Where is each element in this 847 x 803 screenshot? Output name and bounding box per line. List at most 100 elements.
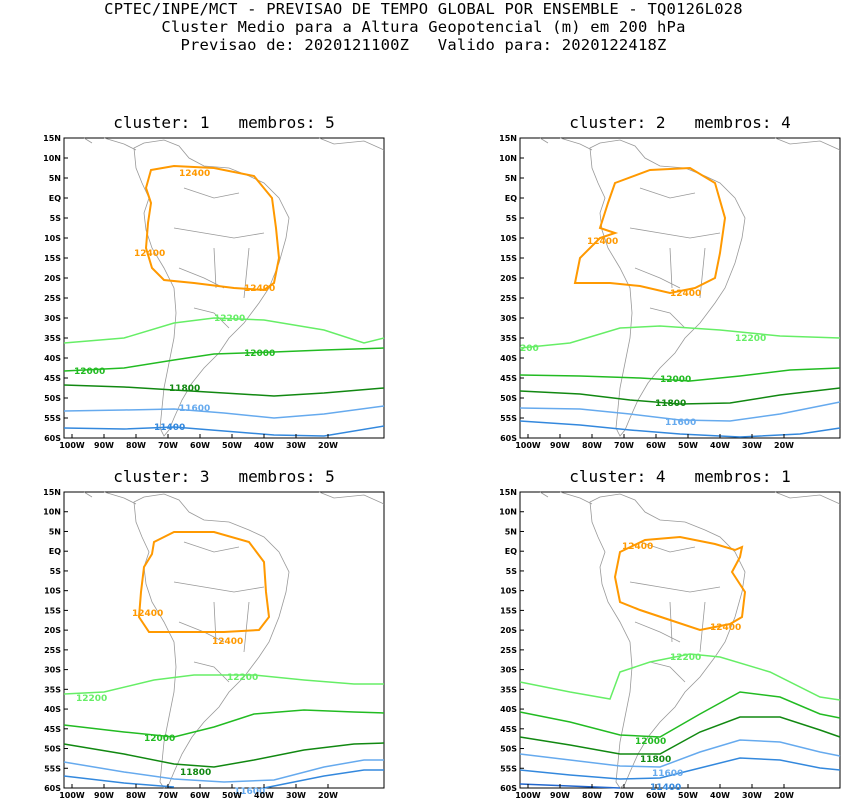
- contour-label: 11600: [665, 418, 696, 428]
- contour-12400: [137, 531, 271, 633]
- map-frame: 12400 12400 12400 12200 12000 12000 1180…: [63, 137, 385, 439]
- lon-tick-label: 70W: [614, 791, 634, 800]
- contour-label: 11600: [234, 787, 265, 797]
- lon-tick-label: 60W: [190, 441, 210, 450]
- lat-tick-label: 20S: [44, 274, 61, 283]
- contour-11400: [63, 425, 385, 437]
- lat-tick-label: 35S: [500, 334, 517, 343]
- lat-tick-label: 15S: [500, 606, 517, 615]
- contour-label: 12400: [710, 623, 741, 633]
- contour-label: 12400: [132, 609, 163, 619]
- contour-12400: [573, 166, 727, 295]
- lat-axis: 15N 10N 5N EQ 5S 10S 15S 20S 25S 30S 35S 40S 45S 50S 5…: [499, 134, 524, 443]
- lat-tick-label: 25S: [44, 646, 61, 655]
- header-line-1: CPTEC/INPE/MCT - PREVISAO DE TEMPO GLOBA…: [104, 0, 743, 18]
- lat-tick-label: 15N: [499, 134, 517, 143]
- lon-tick-label: 90W: [550, 791, 570, 800]
- contour-11600: [63, 405, 385, 419]
- contour-12000: [519, 691, 841, 738]
- contour-11400: [63, 769, 384, 789]
- contour-label: 12400: [622, 542, 653, 552]
- contour-12400: [613, 535, 747, 632]
- contour-11800: [63, 384, 385, 397]
- contour-11800: [63, 742, 385, 768]
- contour-11400: [519, 757, 841, 780]
- lon-tick-label: 70W: [158, 791, 178, 800]
- lat-tick-label: 35S: [500, 685, 517, 694]
- lat-tick-label: 60S: [44, 434, 61, 443]
- lon-tick-label: 40W: [710, 441, 730, 450]
- lat-tick-label: 60S: [500, 784, 517, 793]
- lon-tick-label: 40W: [710, 791, 730, 800]
- lon-tick-label: 100W: [59, 441, 85, 450]
- contour-label: 12400: [179, 169, 210, 179]
- lon-tick-label: 70W: [614, 441, 634, 450]
- contour-12200: [519, 325, 841, 349]
- lat-tick-label: 50S: [500, 394, 517, 403]
- contour-12200: [519, 653, 841, 701]
- lat-tick-label: 45S: [500, 374, 517, 383]
- contour-12200: [63, 317, 385, 344]
- lat-tick-label: 20S: [500, 274, 517, 283]
- lat-tick-label: 5S: [506, 567, 518, 576]
- lat-tick-label: 30S: [44, 666, 61, 675]
- lat-tick-label: 15S: [44, 254, 61, 263]
- lat-tick-label: EQ: [49, 547, 61, 556]
- lon-tick-label: 100W: [59, 791, 85, 800]
- lat-tick-label: 45S: [500, 725, 517, 734]
- contour-label: 11800: [640, 755, 671, 765]
- lon-tick-label: 30W: [286, 791, 306, 800]
- contour-label: 12200: [227, 673, 258, 683]
- contour-label: 12200: [214, 314, 245, 324]
- contour-12000: [63, 709, 385, 738]
- lat-tick-label: 10S: [500, 587, 517, 596]
- lon-axis: 100W 90W 80W 70W 60W 50W 40W 30W 20W: [59, 434, 338, 450]
- map-panel-4: 12400 12400 12200 12000 11800 11600 1140…: [499, 488, 841, 800]
- panel-1-title: cluster: 1 membros: 5: [113, 113, 335, 132]
- lat-tick-label: 15N: [499, 488, 517, 497]
- lat-tick-label: 25S: [44, 294, 61, 303]
- lon-tick-label: 90W: [94, 441, 114, 450]
- lon-tick-label: 50W: [222, 791, 242, 800]
- lat-tick-label: 50S: [44, 394, 61, 403]
- lon-tick-label: 20W: [318, 441, 338, 450]
- lon-tick-label: 80W: [126, 441, 146, 450]
- lon-tick-label: 20W: [774, 791, 794, 800]
- lat-tick-label: 5N: [49, 174, 61, 183]
- contour-label: 12000: [144, 734, 175, 744]
- contour-label: 12400: [670, 289, 701, 299]
- lat-tick-label: 10N: [499, 508, 517, 517]
- contour-12000: [519, 367, 841, 382]
- lon-tick-label: 100W: [515, 791, 541, 800]
- lat-tick-label: 5S: [50, 567, 62, 576]
- lat-tick-label: 45S: [44, 725, 61, 734]
- lat-axis: 15N 10N 5N EQ 5S 10S 15S 20S 25S 30S 35S 40S 45S 50S 5…: [43, 134, 68, 443]
- lon-tick-label: 40W: [254, 441, 274, 450]
- lon-tick-label: 80W: [582, 791, 602, 800]
- contour-label: 12200: [76, 694, 107, 704]
- lon-tick-label: 30W: [286, 441, 306, 450]
- lat-tick-label: 45S: [44, 374, 61, 383]
- contour-11600: [63, 759, 384, 783]
- lon-tick-label: 50W: [678, 441, 698, 450]
- lon-axis: 100W 90W 80W 70W 60W 50W 40W 30W 20W: [59, 784, 338, 800]
- lat-tick-label: 25S: [500, 294, 517, 303]
- lon-tick-label: 60W: [646, 791, 666, 800]
- lat-tick-label: 55S: [44, 414, 61, 423]
- contour-label: 12200: [735, 334, 766, 344]
- lat-tick-label: 60S: [500, 434, 517, 443]
- contour-11800: [519, 716, 841, 755]
- contour-label: 11800: [655, 399, 686, 409]
- lat-tick-label: 10S: [44, 587, 61, 596]
- lon-tick-label: 90W: [94, 791, 114, 800]
- map-panel-2: 12400 12400 12200 200 12000 11800 11600 …: [499, 134, 841, 450]
- lat-tick-label: 15S: [500, 254, 517, 263]
- header-line-2: Cluster Medio para a Altura Geopotencial…: [161, 18, 686, 36]
- lat-tick-label: 10N: [499, 154, 517, 163]
- contour-11600: [519, 739, 841, 768]
- contour-label: 12000: [635, 737, 666, 747]
- map-frame: 12400 12400 12200 12200 12000 11800 1160…: [63, 491, 385, 797]
- lat-tick-label: 5N: [505, 174, 517, 183]
- lon-axis: 100W 90W 80W 70W 60W 50W 40W 30W 20W: [515, 434, 794, 450]
- contour-label: 12000: [660, 375, 691, 385]
